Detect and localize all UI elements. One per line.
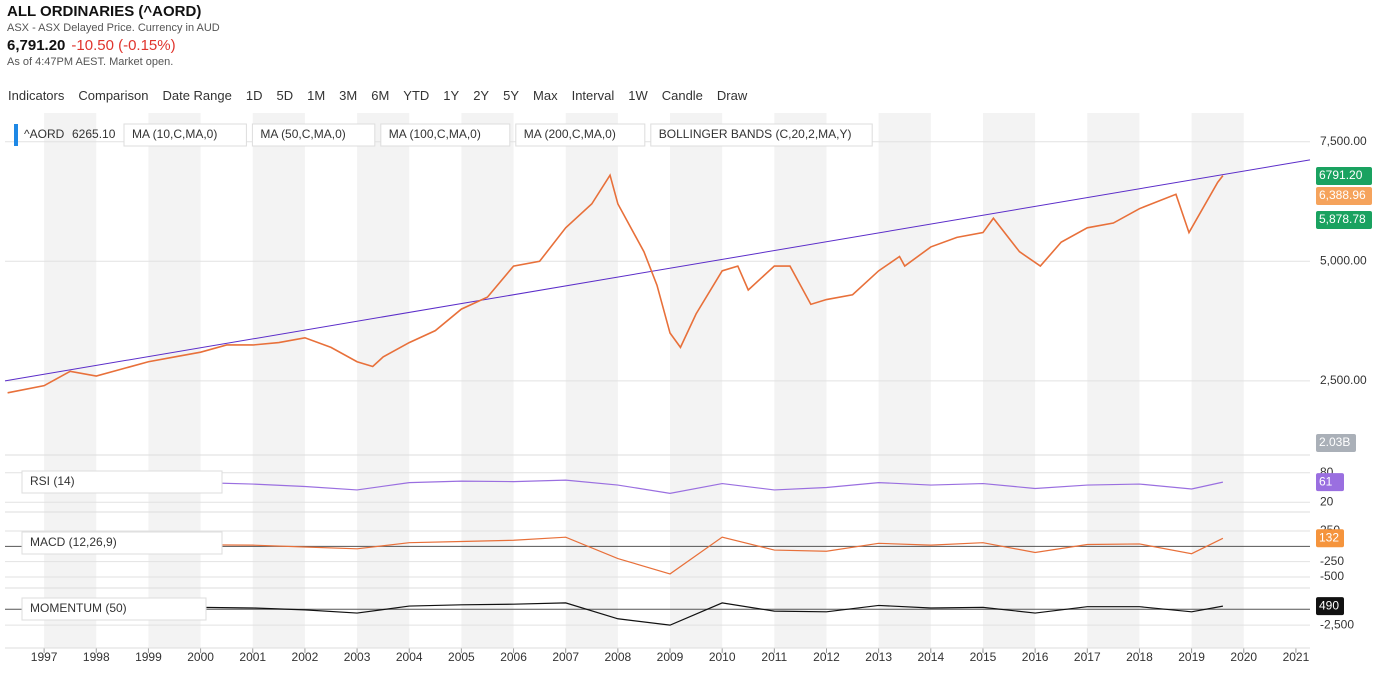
x-tick-label: 2013: [865, 650, 892, 664]
x-tick-label: 2018: [1126, 650, 1153, 664]
x-tick-label: 2017: [1074, 650, 1101, 664]
x-tick-label: 2002: [292, 650, 319, 664]
legend-chip: [251, 123, 376, 147]
series-line: [7, 173, 1224, 394]
x-tick-label: 2016: [1022, 650, 1049, 664]
x-tick-label: 2021: [1283, 650, 1310, 664]
x-tick-label: 2010: [709, 650, 736, 664]
legend-text: MA (50,C,MA,0): [260, 127, 345, 141]
y-tick-label: 5,000.00: [1320, 253, 1367, 267]
price-tag: [1316, 434, 1356, 452]
toolbar-item[interactable]: 5D: [276, 88, 294, 103]
toolbar-item[interactable]: 6M: [371, 88, 390, 103]
trend-line: [4, 159, 1311, 382]
x-tick-label: 1997: [31, 650, 58, 664]
x-tick-label: 2020: [1230, 650, 1257, 664]
x-tick-label: 2011: [761, 650, 787, 664]
price-tag-label: 5,878.78: [1319, 212, 1366, 226]
legend-text: MACD (12,26,9): [30, 535, 117, 549]
x-tick-label: 1998: [83, 650, 110, 664]
price-tag: [1316, 211, 1372, 229]
x-tick-label: 2008: [605, 650, 632, 664]
toolbar-item[interactable]: Comparison: [78, 88, 149, 103]
x-tick-label: 2006: [500, 650, 527, 664]
y-tick-label: -250: [1320, 554, 1344, 568]
y-tick-label: -500: [1320, 569, 1344, 583]
y-tick-label: -2,500: [1320, 617, 1354, 631]
toolbar-item[interactable]: Indicators: [8, 88, 65, 103]
series-line: [44, 602, 1224, 626]
toolbar-item[interactable]: Max: [533, 88, 558, 103]
value-tag: [1316, 529, 1344, 548]
legend-text: MA (100,C,MA,0): [389, 127, 481, 141]
legend-text: MOMENTUM (50): [30, 601, 127, 615]
legend-series: ^AORD: [24, 127, 65, 141]
legend-text: MA (10,C,MA,0): [132, 127, 217, 141]
toolbar-item[interactable]: 1M: [307, 88, 326, 103]
toolbar: Indicators Comparison Date Range 1D 5D 1M 3M 6M…: [8, 88, 747, 103]
x-tick-label: 2012: [813, 650, 840, 664]
legend-marker: [14, 124, 18, 146]
x-tick-label: 2001: [239, 650, 266, 664]
toolbar-item[interactable]: 2Y: [473, 88, 490, 103]
x-tick-label: 2015: [970, 650, 997, 664]
price-tag: [1316, 187, 1372, 205]
toolbar-item[interactable]: Draw: [716, 88, 748, 103]
legend-chip: [21, 597, 207, 621]
x-tick-label: 2007: [552, 650, 579, 664]
quote-price: 6,791.20 -10.50 (-0.15%): [7, 37, 220, 54]
legend-chip: [123, 123, 247, 147]
x-tick-label: 1999: [135, 650, 162, 664]
x-tick-label: 2004: [396, 650, 423, 664]
price-tag: [1316, 167, 1372, 185]
legend-chip: [650, 123, 873, 147]
legend-chip: [21, 531, 223, 555]
y-tick-label: 20: [1320, 494, 1334, 508]
price-tag-label: 6,388.96: [1319, 188, 1366, 202]
y-tick-label: 7,500.00: [1320, 134, 1367, 148]
value-tag-label: 61: [1319, 474, 1333, 488]
value-tag-label: 490: [1319, 598, 1339, 612]
price-tag-label: 2.03B: [1319, 435, 1350, 449]
toolbar-item[interactable]: 1D: [245, 88, 263, 103]
legend-chip: [515, 123, 646, 147]
quote-time: As of 4:47PM AEST. Market open.: [7, 56, 174, 68]
toolbar-item[interactable]: Date Range: [162, 88, 232, 103]
x-tick-label: 2005: [448, 650, 475, 664]
price-change: -10.50 (-0.15%): [71, 37, 176, 54]
series-line: [44, 479, 1224, 494]
series-line: [44, 536, 1224, 575]
header: ALL ORDINARIES (^AORD) ASX - ASX Delayed…: [7, 3, 220, 68]
toolbar-item[interactable]: 5Y: [503, 88, 520, 103]
price-tag-label: 6791.20: [1319, 168, 1363, 182]
price: 6,791.20: [7, 37, 66, 54]
y-tick-label: 2,500.00: [1320, 373, 1367, 387]
toolbar-item[interactable]: YTD: [403, 88, 430, 103]
toolbar-item[interactable]: 3M: [339, 88, 358, 103]
x-tick-label: 2014: [917, 650, 944, 664]
toolbar-item[interactable]: 1Y: [443, 88, 460, 103]
x-tick-label: 2000: [187, 650, 214, 664]
value-tag-label: 132: [1319, 530, 1339, 544]
legend-chip: [380, 123, 511, 147]
x-tick-label: 2019: [1178, 650, 1205, 664]
value-tag: [1316, 473, 1344, 492]
toolbar-item[interactable]: Candle: [661, 88, 703, 103]
quote-title: ALL ORDINARIES (^AORD): [7, 3, 202, 20]
x-tick-label: 2009: [657, 650, 684, 664]
legend-text: MA (200,C,MA,0): [524, 127, 616, 141]
x-tick-label: 2003: [344, 650, 371, 664]
legend-value: 6265.10: [72, 127, 116, 141]
legend-text: RSI (14): [30, 474, 75, 488]
quote-source: ASX - ASX Delayed Price. Currency in AUD: [7, 22, 220, 34]
legend-text: BOLLINGER BANDS (C,20,2,MA,Y): [659, 127, 852, 141]
legend-chip: [21, 470, 223, 494]
toolbar-item[interactable]: 1W: [628, 88, 648, 103]
value-tag: [1316, 597, 1344, 616]
toolbar-item[interactable]: Interval: [571, 88, 615, 103]
